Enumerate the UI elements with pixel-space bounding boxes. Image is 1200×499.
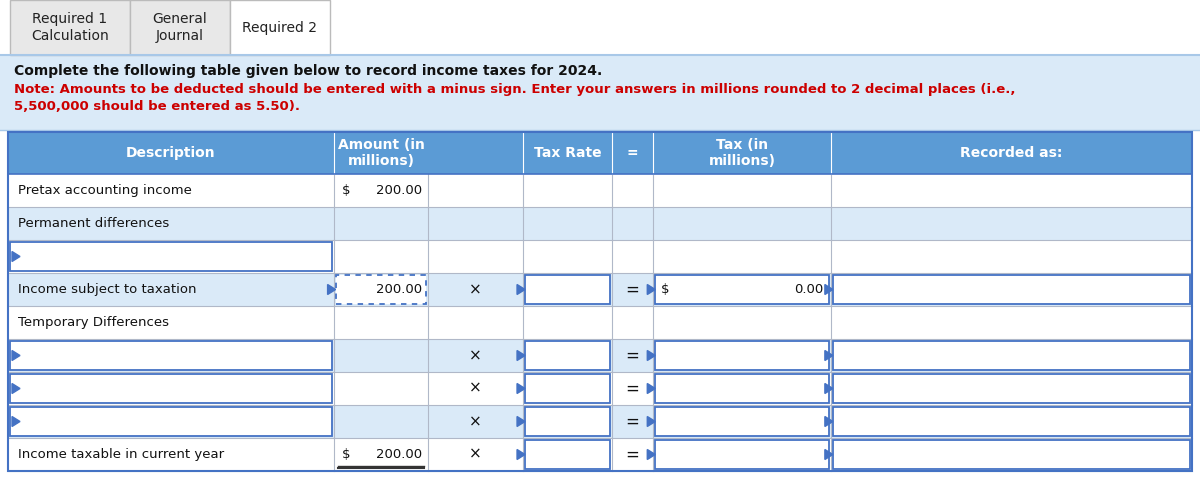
Text: =: =: [625, 380, 640, 398]
Polygon shape: [647, 350, 655, 360]
Bar: [10, 374, 331, 403]
Polygon shape: [517, 384, 526, 394]
Polygon shape: [12, 417, 20, 427]
Text: Description: Description: [126, 146, 216, 160]
Bar: [655, 341, 829, 370]
Bar: [8, 132, 1192, 174]
Bar: [8, 207, 1192, 240]
Text: =: =: [625, 346, 640, 364]
Text: Required 1
Calculation: Required 1 Calculation: [31, 12, 109, 42]
Bar: [8, 174, 1192, 207]
Text: Tax (in
millions): Tax (in millions): [708, 138, 775, 168]
Text: ×: ×: [469, 447, 482, 462]
Text: Recorded as:: Recorded as:: [960, 146, 1063, 160]
Text: =: =: [626, 146, 638, 160]
Bar: [655, 407, 829, 436]
Bar: [526, 407, 610, 436]
Text: Complete the following table given below to record income taxes for 2024.: Complete the following table given below…: [14, 64, 602, 78]
Text: =: =: [625, 413, 640, 431]
Text: $: $: [661, 283, 670, 296]
Bar: [833, 374, 1190, 403]
Bar: [8, 273, 1192, 306]
Polygon shape: [824, 384, 833, 394]
Bar: [8, 306, 1192, 339]
Bar: [8, 240, 1192, 273]
Text: 5,500,000 should be entered as 5.50).: 5,500,000 should be entered as 5.50).: [14, 99, 300, 112]
Polygon shape: [647, 450, 655, 460]
Text: $: $: [342, 448, 350, 461]
Text: Tax Rate: Tax Rate: [534, 146, 601, 160]
Bar: [130, 0, 230, 55]
Text: Income subject to taxation: Income subject to taxation: [18, 283, 197, 296]
Text: General
Journal: General Journal: [152, 12, 208, 42]
Polygon shape: [517, 350, 526, 360]
Bar: [833, 275, 1190, 304]
Bar: [10, 0, 130, 55]
Polygon shape: [824, 350, 833, 360]
Polygon shape: [824, 284, 833, 294]
Text: Required 2: Required 2: [242, 20, 318, 34]
Text: Note: Amounts to be deducted should be entered with a minus sign. Enter your ans: Note: Amounts to be deducted should be e…: [14, 82, 1015, 95]
Bar: [655, 440, 829, 469]
Bar: [10, 242, 331, 271]
Bar: [833, 341, 1190, 370]
Bar: [655, 275, 829, 304]
Polygon shape: [517, 417, 526, 427]
Text: =: =: [625, 280, 640, 298]
Bar: [526, 275, 610, 304]
Polygon shape: [647, 417, 655, 427]
Bar: [0, 55, 1200, 130]
Text: Permanent differences: Permanent differences: [18, 217, 169, 230]
Bar: [336, 275, 426, 304]
Text: ×: ×: [469, 414, 482, 429]
Text: Amount (in
millions): Amount (in millions): [337, 138, 425, 168]
Bar: [8, 372, 1192, 405]
Bar: [8, 405, 1192, 438]
Polygon shape: [824, 450, 833, 460]
Polygon shape: [517, 450, 526, 460]
Polygon shape: [647, 384, 655, 394]
Bar: [833, 407, 1190, 436]
Bar: [230, 0, 330, 55]
Polygon shape: [328, 284, 336, 294]
Text: $: $: [342, 184, 350, 197]
Text: 200.00: 200.00: [376, 283, 422, 296]
Text: Income taxable in current year: Income taxable in current year: [18, 448, 224, 461]
Bar: [833, 440, 1190, 469]
Text: 200.00: 200.00: [376, 448, 422, 461]
Bar: [526, 440, 610, 469]
Bar: [8, 438, 1192, 471]
Text: =: =: [625, 446, 640, 464]
Text: ×: ×: [469, 381, 482, 396]
Bar: [8, 339, 1192, 372]
Polygon shape: [647, 284, 655, 294]
Polygon shape: [824, 417, 833, 427]
Bar: [10, 341, 331, 370]
Polygon shape: [12, 251, 20, 261]
Text: Pretax accounting income: Pretax accounting income: [18, 184, 192, 197]
Bar: [526, 341, 610, 370]
Text: ×: ×: [469, 282, 482, 297]
Text: 0.00: 0.00: [793, 283, 823, 296]
Bar: [8, 132, 1192, 471]
Text: 200.00: 200.00: [376, 184, 422, 197]
Polygon shape: [517, 284, 526, 294]
Polygon shape: [12, 384, 20, 394]
Text: Temporary Differences: Temporary Differences: [18, 316, 169, 329]
Bar: [526, 374, 610, 403]
Polygon shape: [12, 350, 20, 360]
Bar: [10, 407, 331, 436]
Text: ×: ×: [469, 348, 482, 363]
Bar: [655, 374, 829, 403]
